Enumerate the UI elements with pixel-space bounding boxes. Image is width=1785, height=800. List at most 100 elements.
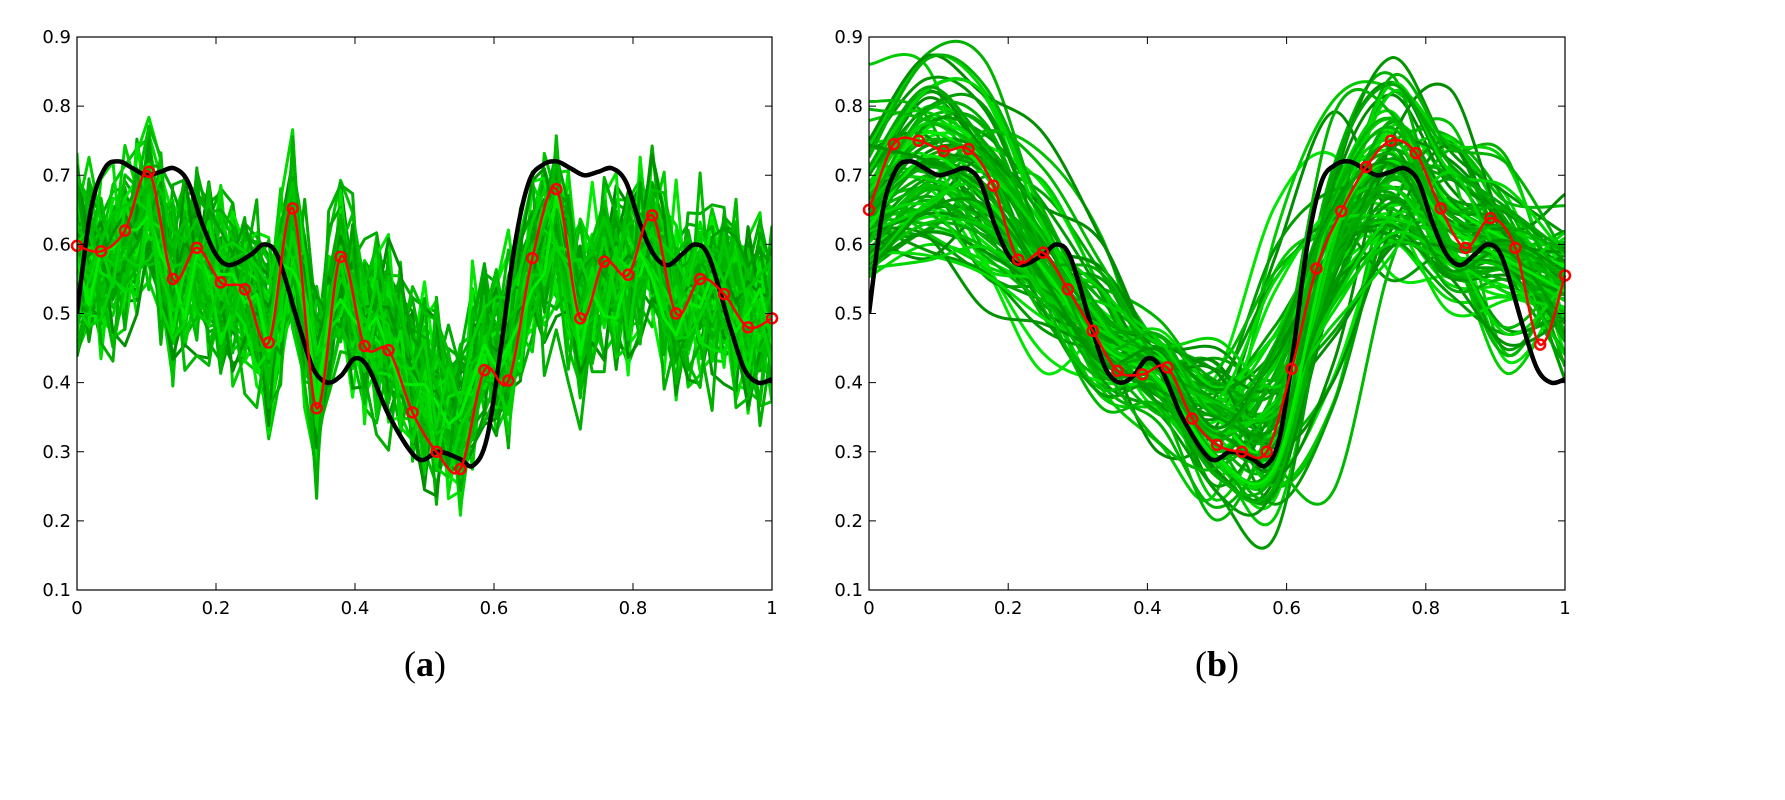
panel-a: (a) 0 0.2 0.4 0.6 0.8 1 0.1 0.2 0.3 0.4 0.5 0.6 0.7 0…	[42, 27, 779, 684]
y-tick-label: 0.8	[834, 96, 863, 117]
y-tick-label: 0.6	[834, 234, 863, 255]
x-tick-label: 0.2	[994, 598, 1023, 619]
sample-curve	[869, 193, 1565, 443]
estimate-marker	[1409, 146, 1423, 160]
estimate-marker	[238, 283, 252, 296]
estimate-marker	[693, 272, 707, 286]
estimate-marker	[478, 363, 491, 377]
estimate-marker	[741, 321, 755, 334]
estimate-marker	[454, 462, 467, 476]
sample-curve	[869, 217, 1565, 423]
y-tick-label: 0.1	[834, 580, 863, 601]
estimate-marker	[142, 165, 156, 179]
sample-curve	[77, 188, 772, 430]
estimate-marker	[334, 250, 347, 264]
estimate-marker	[430, 445, 443, 458]
y-tick-label: 0.5	[834, 304, 863, 325]
x-tick-label: 0.8	[619, 598, 648, 619]
caption-a: (a)	[404, 644, 446, 684]
y-tick-label: 0.3	[834, 442, 863, 463]
estimate-marker	[912, 134, 925, 147]
x-tick-label: 0.6	[480, 598, 509, 619]
x-tick-label: 1	[766, 598, 777, 619]
estimate-marker	[1011, 253, 1025, 266]
estimate-marker	[645, 209, 659, 222]
estimate-marker	[406, 406, 419, 419]
estimate-line	[867, 136, 1567, 460]
y-tick-label: 0.2	[834, 511, 863, 532]
estimate-marker	[550, 182, 563, 196]
estimate-marker	[1484, 211, 1497, 225]
estimate-marker	[1509, 241, 1522, 255]
sample-curve	[869, 100, 1565, 504]
sample-curve	[77, 143, 772, 511]
sample-curves	[869, 39, 1565, 550]
estimate-marker	[94, 245, 108, 258]
estimate-marker	[382, 343, 395, 357]
x-tick-label: 0.4	[341, 598, 370, 619]
y-tick-label: 0.3	[42, 442, 71, 463]
panel-b: (b) 0 0.2 0.4 0.6 0.8 1 0.1 0.2 0.3 0.4 0.5 0.6 0.7 0…	[834, 27, 1572, 684]
y-tick-label: 0.4	[834, 373, 863, 394]
estimate-marker	[1086, 324, 1099, 338]
estimate-marker	[118, 224, 132, 237]
x-tick-label: 0	[71, 598, 82, 619]
estimate-marker	[962, 142, 975, 156]
y-tick-label: 0.2	[42, 511, 71, 532]
sample-curve	[869, 151, 1565, 436]
y-tick-label: 0.7	[42, 165, 71, 186]
y-tick-label: 0.9	[834, 27, 863, 48]
estimate-marker	[526, 251, 539, 265]
estimate-line	[76, 169, 773, 475]
estimate-marker	[1285, 362, 1298, 376]
estimate-marker	[1335, 204, 1348, 218]
estimate-marker	[310, 401, 323, 415]
estimate-marker	[937, 144, 950, 158]
estimate-marker	[1036, 246, 1050, 259]
estimate-marker	[1235, 445, 1249, 458]
sample-curves	[77, 115, 772, 517]
y-tick-label: 0.8	[42, 96, 71, 117]
estimate-marker	[987, 179, 1000, 192]
estimate-marker	[1260, 445, 1273, 458]
estimate-marker	[1111, 364, 1124, 378]
y-tick-label: 0.1	[42, 580, 71, 601]
estimate-marker	[1459, 241, 1472, 255]
true-function-line	[869, 158, 1565, 469]
estimate-marker	[1359, 160, 1373, 174]
x-tick-label: 1	[1559, 598, 1570, 619]
y-tick-label: 0.9	[42, 27, 71, 48]
estimate-marker	[214, 276, 228, 289]
estimate-marker	[1210, 438, 1224, 452]
estimate-marker	[1533, 338, 1547, 351]
estimate-marker	[717, 287, 731, 301]
estimate-marker	[358, 339, 371, 353]
estimate-marker	[262, 336, 275, 349]
caption-b: (b)	[1195, 644, 1239, 684]
estimate-marker	[1434, 202, 1447, 215]
sample-curve	[869, 125, 1565, 418]
estimate-marker	[1061, 283, 1075, 296]
sample-curve	[77, 231, 772, 498]
y-tick-label: 0.6	[42, 234, 71, 255]
estimate-marker	[1136, 368, 1149, 381]
estimate-marker	[286, 202, 299, 215]
sample-curve	[77, 193, 772, 426]
sample-curve	[869, 107, 1565, 522]
y-tick-label: 0.5	[42, 304, 71, 325]
estimate-marker	[621, 268, 635, 282]
estimate-marker	[1384, 134, 1398, 147]
estimate-marker	[597, 255, 611, 268]
x-tick-label: 0.4	[1133, 598, 1162, 619]
x-tick-label: 0	[863, 598, 874, 619]
true-function-line	[77, 158, 772, 469]
estimate-marker	[190, 241, 204, 255]
estimate-marker	[669, 307, 683, 320]
estimate-marker	[574, 312, 587, 325]
sample-curve	[869, 223, 1565, 392]
estimate-marker	[887, 137, 901, 151]
sample-curve	[869, 77, 1565, 489]
estimate-marker	[166, 272, 180, 286]
estimate-marker	[1310, 262, 1323, 275]
